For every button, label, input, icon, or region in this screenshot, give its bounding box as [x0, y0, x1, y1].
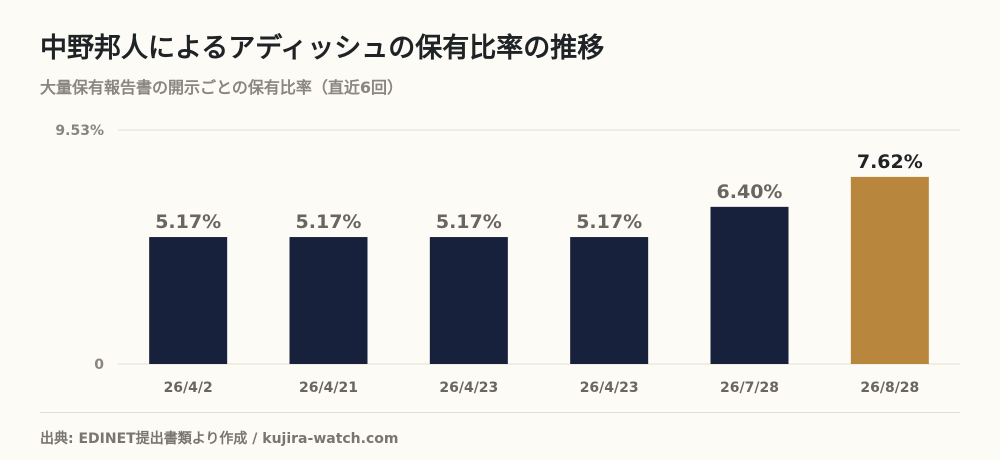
chart-subtitle: 大量保有報告書の開示ごとの保有比率（直近6回）: [40, 78, 403, 97]
y-tick-label-max: 9.53%: [55, 123, 104, 139]
data-label-6: 7.62%: [857, 151, 923, 173]
bar-3: [429, 237, 508, 364]
data-label-1: 5.17%: [155, 211, 221, 233]
footer-divider: [40, 412, 960, 413]
x-tick-label-1: 26/4/2: [164, 380, 213, 396]
y-tick-label-zero: 0: [94, 357, 104, 373]
data-label-4: 5.17%: [576, 211, 642, 233]
chart-title: 中野邦人によるアディッシュの保有比率の推移: [40, 33, 605, 64]
x-tick-label-2: 26/4/21: [299, 380, 358, 396]
source-note: 出典: EDINET提出書類より作成 / kujira-watch.com: [40, 431, 399, 447]
bar-1: [149, 237, 228, 364]
bar-4: [570, 237, 649, 364]
data-label-2: 5.17%: [296, 211, 362, 233]
x-tick-label-4: 26/4/23: [580, 380, 639, 396]
bar-2: [289, 237, 368, 364]
bar-6: [850, 176, 929, 364]
data-label-3: 5.17%: [436, 211, 502, 233]
x-tick-label-5: 26/7/28: [720, 380, 779, 396]
bar-5: [710, 206, 789, 364]
x-tick-label-3: 26/4/23: [439, 380, 498, 396]
data-label-5: 6.40%: [717, 181, 783, 203]
x-tick-label-6: 26/8/28: [860, 380, 919, 396]
